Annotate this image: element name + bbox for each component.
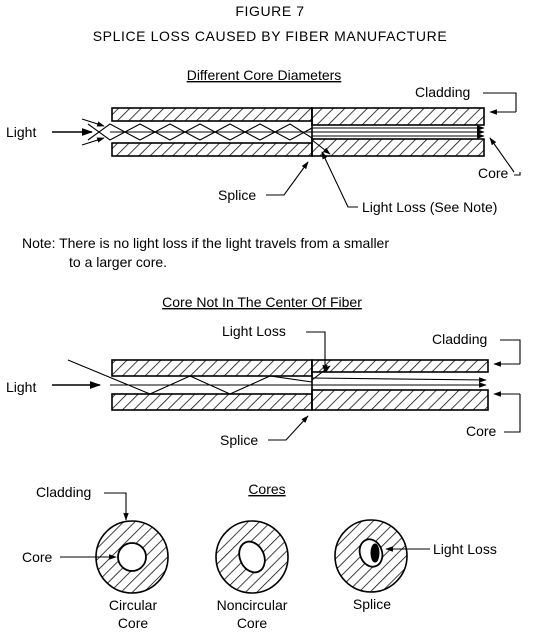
- section2-splice-label: Splice: [220, 432, 258, 448]
- light-ray-path-2: [87, 123, 313, 141]
- section3-heading: Cores: [248, 481, 285, 497]
- section3-core-label: Core: [22, 549, 53, 565]
- section2-cladding-leader: [500, 339, 521, 364]
- section2-light-label: Light: [6, 379, 36, 395]
- section2-heading: Core Not In The Center Of Fiber: [162, 294, 362, 310]
- section1-core-leader: [514, 172, 521, 176]
- noncircular-core: [238, 540, 266, 574]
- light-in-arrow-lower: [81, 137, 105, 146]
- right-fiber2-lower-cladding: [311, 389, 489, 411]
- section1-cladding-label: Cladding: [415, 84, 470, 100]
- section1-light-loss-label: Light Loss (See Note): [362, 199, 497, 215]
- left-fiber2-upper-cladding: [111, 359, 313, 377]
- section3-light-loss-label: Light Loss: [433, 541, 497, 557]
- section1-splice-leader: [266, 161, 309, 196]
- note-line-1: Note: There is no light loss if the ligh…: [22, 235, 389, 251]
- section1-light-loss-leader: [321, 151, 358, 208]
- section2-core-leader: [504, 394, 521, 433]
- section1-heading: Different Core Diameters: [187, 67, 342, 83]
- section1-light-label: Light: [6, 124, 36, 140]
- section1-splice-label: Splice: [218, 187, 256, 203]
- right-fiber-upper-cladding: [311, 107, 485, 126]
- section2-cladding-label: Cladding: [432, 331, 487, 347]
- noncircular-core-cross-section: [215, 520, 289, 594]
- fiber-diagram-offset-core: [52, 359, 489, 411]
- caption-circular-line2: Core: [118, 615, 149, 631]
- caption-noncircular-line2: Core: [237, 615, 268, 631]
- section2-core-label: Core: [466, 423, 497, 439]
- figure-number: FIGURE 7: [235, 3, 304, 19]
- section2-splice-leader: [268, 415, 309, 441]
- circular-core: [117, 542, 147, 572]
- right-fiber2-upper-cladding: [311, 359, 489, 373]
- figure-title: SPLICE LOSS CAUSED BY FIBER MANUFACTURE: [93, 28, 448, 44]
- light-in-arrow-upper: [81, 118, 105, 127]
- caption-noncircular-line1: Noncircular: [217, 597, 288, 613]
- offset-light-right: [311, 377, 487, 383]
- circular-core-cross-section: [95, 520, 169, 594]
- caption-circular-line1: Circular: [109, 597, 158, 613]
- note-line-2: to a larger core.: [69, 254, 167, 270]
- left-fiber-lower-cladding: [111, 142, 313, 157]
- section1-core-label: Core: [478, 165, 509, 181]
- section1-cladding-leader: [483, 92, 517, 112]
- fiber-diagram-different-cores: [52, 107, 485, 157]
- light-ray-path: [87, 123, 313, 141]
- splice-core-offset: [370, 543, 380, 563]
- left-fiber-upper-cladding: [111, 107, 313, 122]
- section3-cladding-leader: [104, 492, 129, 521]
- splice-core-cross-section: [334, 519, 408, 593]
- section3-cladding-label: Cladding: [36, 484, 91, 500]
- section1-core-arrow: [489, 137, 515, 173]
- right-fiber-lower-cladding: [311, 138, 485, 157]
- caption-splice: Splice: [353, 596, 391, 612]
- section2-light-loss-leader: [306, 331, 328, 373]
- left-fiber2-lower-cladding: [111, 393, 313, 411]
- section2-light-loss-label: Light Loss: [222, 323, 286, 339]
